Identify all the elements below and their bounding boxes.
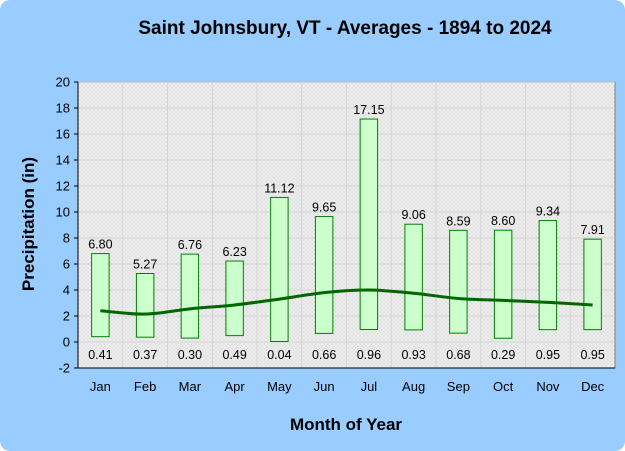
max-value-label: 11.12 bbox=[264, 181, 294, 195]
y-tick-label: 4 bbox=[63, 283, 70, 298]
y-tick-label: 0 bbox=[63, 335, 70, 350]
min-value-label: 0.93 bbox=[401, 348, 425, 362]
min-value-label: 0.29 bbox=[491, 348, 515, 362]
x-tick-label: Feb bbox=[134, 379, 156, 394]
range-bar bbox=[135, 272, 155, 338]
max-value-label: 8.60 bbox=[491, 214, 515, 228]
range-bar bbox=[91, 253, 110, 338]
range-bar bbox=[583, 238, 602, 331]
min-value-label: 0.37 bbox=[133, 348, 157, 362]
range-bar bbox=[404, 223, 423, 331]
y-tick-label: 10 bbox=[56, 205, 70, 220]
x-tick-label: Apr bbox=[225, 379, 246, 394]
x-tick-label: Mar bbox=[179, 379, 202, 394]
y-tick-label: 6 bbox=[63, 257, 70, 272]
min-value-label: 0.96 bbox=[357, 348, 381, 362]
y-tick-label: 2 bbox=[63, 309, 70, 324]
max-value-label: 9.65 bbox=[312, 201, 336, 215]
max-value-label: 6.80 bbox=[88, 238, 112, 252]
x-tick-label: Sep bbox=[447, 379, 470, 394]
max-value-label: 6.23 bbox=[222, 245, 246, 259]
y-tick-label: -2 bbox=[58, 361, 70, 376]
min-value-label: 0.41 bbox=[88, 348, 112, 362]
x-tick-label: Nov bbox=[536, 379, 560, 394]
max-value-label: 9.06 bbox=[401, 208, 425, 222]
max-value-label: 8.59 bbox=[446, 214, 470, 228]
min-value-label: 0.68 bbox=[446, 348, 470, 362]
min-value-label: 0.30 bbox=[178, 348, 202, 362]
max-value-label: 5.27 bbox=[133, 257, 157, 271]
x-tick-label: Jun bbox=[314, 379, 335, 394]
y-tick-label: 12 bbox=[56, 179, 70, 194]
min-value-label: 0.66 bbox=[312, 348, 336, 362]
chart-title: Saint Johnsbury, VT - Averages - 1894 to… bbox=[138, 18, 552, 39]
range-bar bbox=[359, 118, 379, 331]
y-axis-title: Precipitation (in) bbox=[19, 157, 38, 291]
y-tick-label: 8 bbox=[63, 231, 70, 246]
x-axis-title: Month of Year bbox=[290, 415, 402, 434]
min-value-label: 0.04 bbox=[267, 348, 291, 362]
x-tick-label: Oct bbox=[493, 379, 514, 394]
max-value-label: 17.15 bbox=[353, 103, 384, 117]
plot-area: -2 0 2 4 6 8 10 12 14 16 18 20 Jan Feb Mar Apr May Jun Jul… bbox=[56, 75, 616, 394]
range-bar bbox=[180, 253, 200, 339]
y-tick-label: 16 bbox=[56, 127, 70, 142]
x-tick-label: Aug bbox=[402, 379, 425, 394]
range-bar bbox=[493, 229, 513, 339]
max-value-label: 6.76 bbox=[178, 238, 202, 252]
range-bar bbox=[314, 216, 334, 334]
range-bar bbox=[270, 196, 289, 342]
min-value-label: 0.49 bbox=[222, 348, 246, 362]
y-tick-label: 20 bbox=[56, 75, 70, 90]
range-bar bbox=[538, 220, 558, 331]
x-tick-label: Jul bbox=[361, 379, 378, 394]
y-tick-label: 18 bbox=[56, 101, 70, 116]
x-tick-label: Jan bbox=[90, 379, 111, 394]
max-value-label: 9.34 bbox=[536, 205, 560, 219]
min-value-label: 0.95 bbox=[580, 348, 604, 362]
range-bar bbox=[449, 229, 468, 334]
y-tick-label: 14 bbox=[56, 153, 70, 168]
min-value-label: 0.95 bbox=[536, 348, 560, 362]
average-line bbox=[100, 288, 593, 316]
max-value-label: 7.91 bbox=[580, 223, 604, 237]
x-tick-label: May bbox=[267, 379, 292, 394]
x-tick-label: Dec bbox=[581, 379, 605, 394]
range-bar bbox=[225, 260, 244, 337]
